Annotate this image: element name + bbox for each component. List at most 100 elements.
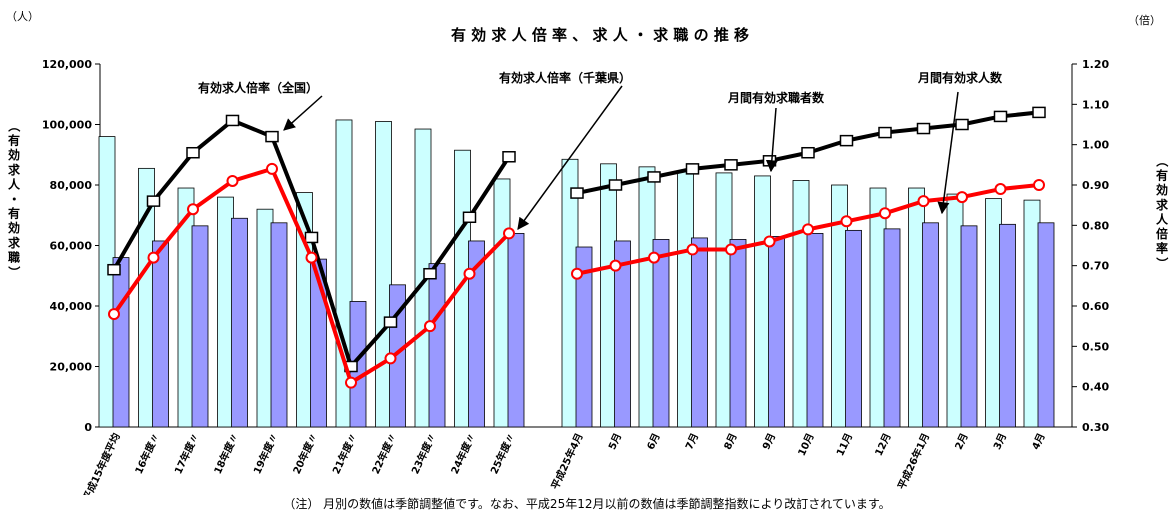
bar-job-offers [768,236,785,428]
axis-title-char: 有 [8,133,20,148]
bar-job-seekers [946,193,964,428]
y-tick-label-right: 0.50 [1082,340,1109,353]
bar-job-offers [960,225,978,428]
y-tick-label-left: 120,000 [42,58,92,71]
axis-title-char: 効 [8,147,20,162]
y-tick-label-right: 1.20 [1082,58,1109,71]
axis-title-char: 効 [1156,182,1168,197]
bar-job-offers [691,237,708,428]
y-axis-label-right: （有効求人倍率） [1155,155,1170,269]
annotation-national: 有効求人倍率（全国） [198,80,318,95]
axis-title-char: 有 [1156,168,1168,183]
x-tick-label: 8月 [722,431,740,451]
bar-job-offers [575,246,593,428]
x-tick-label: 18年度〃 [211,431,241,476]
national-ratio-point [878,126,892,139]
bar-job-offers [883,228,901,428]
y-tick-label-right: 0.70 [1082,260,1109,273]
axis-title-char: 求 [8,162,21,177]
national-ratio-point [462,211,477,224]
chiba-ratio-point [994,183,1007,196]
bar-job-offers [112,257,130,428]
bar-job-seekers [869,187,887,428]
national-ratio-point [146,195,161,207]
y-tick-label-right: 0.90 [1082,179,1109,192]
annotation-arrow [283,95,323,131]
chiba-ratio-point [648,251,660,264]
bar-job-seekers [754,175,771,428]
bar-job-offers [1037,222,1055,428]
chiba-ratio-point [686,243,699,256]
national-ratio-point [608,179,623,191]
axis-title-char: 人 [8,176,21,191]
chart-title: 有 効 求 人 倍 率 、 求 人 ・ 求 職 の 推 移 [451,26,749,44]
x-tick-label: 22年度〃 [369,431,399,476]
bar-job-offers [614,240,631,428]
x-tick-label: 5月 [606,431,624,451]
chart: 有 効 求 人 倍 率 、 求 人 ・ 求 職 の 推 移 （人） （倍） （有… [6,10,1170,495]
bar-job-seekers [908,187,925,428]
bar-job-seekers [1023,199,1041,428]
y-tick-label-right: 0.30 [1082,421,1109,434]
x-tick-label: 平成15年度平均 [80,431,123,495]
national-ratio-point [570,187,584,199]
chiba-ratio-point [226,174,239,187]
chiba-ratio-point [305,251,318,264]
y-tick-label-left: 60,000 [50,240,93,253]
x-tick-label: 17年度〃 [171,431,201,476]
bar-job-offers [729,239,747,428]
bar-job-seekers [600,163,617,428]
bar-job-offers [922,222,939,428]
x-tick-label: 23年度〃 [408,431,438,476]
chiba-ratio-point [147,251,160,264]
axis-title-char: 求 [8,235,21,250]
chiba-ratio-point [840,215,853,228]
chiba-ratio-point [384,352,397,365]
x-tick-label: 平成25年4月 [548,431,586,492]
y-tick-label-right: 0.40 [1082,381,1109,394]
bar-job-seekers [792,180,810,428]
x-tick-label: 4月 [1030,431,1048,451]
y-tick-label-right: 1.00 [1082,139,1109,152]
national-ratio-point [685,163,700,175]
bar-job-offers [231,217,248,428]
chiba-ratio-point [1033,179,1045,191]
chiba-ratio-point [424,320,436,333]
bar-job-seekers [98,136,116,428]
national-ratio-point [762,155,777,167]
bar-job-offers [152,240,169,428]
national-ratio-point [265,130,279,143]
y-axis-label-left: （有効求人・有効求職） [7,120,22,278]
bar-job-seekers [375,121,392,428]
x-tick-label: 11月 [834,431,855,458]
national-ratio-point [225,114,240,127]
bar-job-offers [652,239,670,428]
bar-job-seekers [638,166,656,428]
y-tick-label-left: 100,000 [42,119,92,132]
axis-title-char: ・ [7,193,21,205]
x-tick-label: 10月 [796,431,817,458]
chiba-ratio-point [187,203,199,216]
bar-job-seekers [561,158,579,428]
x-tick-label: 20年度〃 [290,431,320,476]
chiba-ratio-point [345,376,357,389]
x-tick-label: 21年度〃 [329,431,359,476]
chiba-ratio-point [463,267,476,280]
x-tick-label: 9月 [760,431,778,451]
footnote: （注） 月別の数値は季節調整値です。なお、平成25年12月以前の数値は季節調整指… [283,497,891,511]
chiba-ratio-point [266,162,278,175]
x-tick-label: 6月 [645,431,663,451]
chiba-ratio-point [956,191,968,204]
bar-job-offers [999,223,1016,428]
axis-title-char: 有 [8,206,20,221]
axis-title-char: 人 [1156,211,1169,226]
chiba-ratio-point [725,243,737,256]
bar-job-seekers [715,172,733,428]
x-tick-label: 平成26年1月 [895,431,933,492]
national-ratio-point [107,263,121,276]
bar-job-offers [845,229,862,428]
chiba-ratio-point [503,227,515,240]
bar-job-seekers [985,198,1002,428]
x-tick-label: 24年度〃 [448,431,478,476]
annotation-chiba: 有効求人倍率（千葉県） [499,70,631,85]
